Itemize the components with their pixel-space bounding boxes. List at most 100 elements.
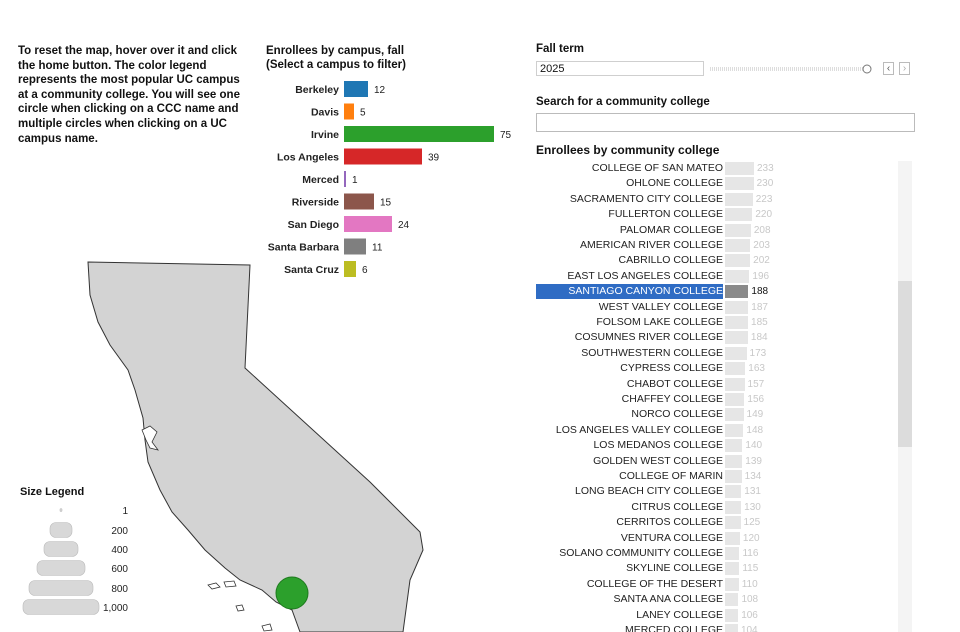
ccc-bar[interactable] — [725, 500, 742, 514]
campus-bar[interactable] — [344, 238, 366, 255]
ccc-row[interactable]: SOLANO COMMUNITY COLLEGE 116 — [536, 546, 900, 561]
ccc-name[interactable]: EAST LOS ANGELES COLLEGE — [567, 269, 723, 282]
ccc-row[interactable]: COLLEGE OF SAN MATEO 233 — [536, 161, 900, 176]
ccc-name[interactable]: PALOMAR COLLEGE — [619, 223, 723, 236]
ccc-bar[interactable] — [725, 377, 745, 391]
ccc-name[interactable]: OHLONE COLLEGE — [626, 177, 723, 190]
ccc-name[interactable]: LANEY COLLEGE — [636, 608, 723, 621]
fall-term-slider[interactable] — [708, 62, 878, 76]
campus-bar[interactable] — [344, 103, 354, 120]
campus-label[interactable]: Merced — [302, 174, 339, 186]
ccc-bar[interactable] — [725, 285, 749, 299]
ccc-row[interactable]: SKYLINE COLLEGE 115 — [536, 561, 900, 576]
ccc-row[interactable]: CABRILLO COLLEGE 202 — [536, 253, 900, 268]
ccc-bar[interactable] — [725, 269, 750, 283]
ccc-bar[interactable] — [725, 439, 743, 453]
fall-term-select[interactable]: 2025 — [536, 61, 704, 76]
ccc-row[interactable]: WEST VALLEY COLLEGE 187 — [536, 300, 900, 315]
ccc-name[interactable]: COLLEGE OF SAN MATEO — [591, 162, 723, 174]
ccc-bar[interactable] — [725, 470, 742, 483]
ccc-name[interactable]: SOUTHWESTERN COLLEGE — [581, 346, 723, 359]
ccc-name[interactable]: COLLEGE OF MARIN — [619, 470, 723, 482]
campus-label[interactable]: Santa Cruz — [284, 264, 339, 276]
ccc-name[interactable]: MERCED COLLEGE — [624, 624, 723, 632]
chevron-right-icon[interactable]: › — [899, 62, 910, 75]
ccc-name[interactable]: COSUMNES RIVER COLLEGE — [574, 331, 723, 344]
ccc-name[interactable]: COLLEGE OF THE DESERT — [586, 577, 723, 590]
ccc-bar[interactable] — [725, 516, 741, 530]
campus-label[interactable]: Irvine — [311, 129, 339, 141]
ccc-row[interactable]: AMERICAN RIVER COLLEGE 203 — [536, 238, 900, 253]
ccc-row[interactable]: SANTA ANA COLLEGE 108 — [536, 592, 900, 607]
ccc-bar[interactable] — [725, 454, 743, 468]
ccc-row[interactable]: COLLEGE OF MARIN 134 — [536, 469, 900, 484]
ccc-bar[interactable] — [725, 208, 753, 222]
ccc-name[interactable]: CHABOT COLLEGE — [626, 377, 723, 390]
ccc-row[interactable]: VENTURA COLLEGE 120 — [536, 531, 900, 546]
campus-bar[interactable] — [344, 193, 374, 210]
campus-label[interactable]: San Diego — [288, 219, 339, 231]
campus-bar[interactable] — [344, 216, 392, 232]
ccc-bar[interactable] — [725, 331, 748, 345]
ccc-name[interactable]: NORCO COLLEGE — [631, 408, 723, 421]
ccc-name[interactable]: AMERICAN RIVER COLLEGE — [580, 239, 723, 251]
ccc-row[interactable]: CERRITOS COLLEGE 125 — [536, 515, 900, 530]
ccc-row[interactable]: NORCO COLLEGE 149 — [536, 407, 900, 422]
ccc-name[interactable]: CYPRESS COLLEGE — [620, 362, 723, 375]
ccc-name[interactable]: SKYLINE COLLEGE — [626, 562, 723, 575]
slider-handle[interactable] — [862, 64, 872, 74]
ccc-name[interactable]: LOS MEDANOS COLLEGE — [593, 439, 723, 452]
ccc-row[interactable]: COSUMNES RIVER COLLEGE 184 — [536, 330, 900, 345]
ccc-row[interactable]: CHABOT COLLEGE 157 — [536, 377, 900, 392]
ccc-row[interactable]: LANEY COLLEGE 106 — [536, 608, 900, 623]
ccc-row[interactable]: EAST LOS ANGELES COLLEGE 196 — [536, 269, 900, 284]
ccc-bar[interactable] — [725, 177, 754, 191]
ccc-bar[interactable] — [725, 547, 740, 560]
ccc-row[interactable]: CYPRESS COLLEGE 163 — [536, 361, 900, 376]
ccc-bar[interactable] — [725, 239, 751, 252]
ccc-scrollbar[interactable] — [898, 161, 912, 632]
ccc-row[interactable]: LONG BEACH CITY COLLEGE 131 — [536, 484, 900, 499]
college-location-marker[interactable] — [275, 576, 309, 610]
ccc-bar[interactable] — [725, 223, 751, 237]
ccc-name[interactable]: CABRILLO COLLEGE — [618, 254, 723, 267]
ccc-bar[interactable] — [725, 562, 740, 576]
campus-label[interactable]: Santa Barbara — [268, 242, 339, 254]
ccc-bar[interactable] — [725, 577, 739, 591]
campus-label[interactable]: Los Angeles — [277, 152, 339, 164]
ccc-name[interactable]: CERRITOS COLLEGE — [616, 516, 723, 529]
ccc-bar-list[interactable]: COLLEGE OF SAN MATEO 233 OHLONE COLLEGE 230… — [536, 161, 900, 632]
ccc-name[interactable]: VENTURA COLLEGE — [620, 531, 723, 544]
ccc-row[interactable]: GOLDEN WEST COLLEGE 139 — [536, 454, 900, 469]
campus-label[interactable]: Davis — [311, 107, 339, 119]
ccc-bar[interactable] — [725, 346, 747, 360]
ccc-scrollbar-thumb[interactable] — [898, 281, 912, 447]
campus-label[interactable]: Riverside — [292, 197, 339, 209]
ccc-row[interactable]: SANTIAGO CANYON COLLEGE 188 — [536, 284, 900, 300]
campus-bar[interactable] — [344, 261, 356, 277]
chevron-left-icon[interactable]: ‹ — [883, 62, 894, 75]
ccc-row[interactable]: LOS ANGELES VALLEY COLLEGE 148 — [536, 423, 900, 438]
ccc-name[interactable]: LONG BEACH CITY COLLEGE — [574, 485, 723, 498]
ccc-row[interactable]: FOLSOM LAKE COLLEGE 185 — [536, 315, 900, 330]
ccc-bar[interactable] — [725, 192, 753, 206]
ccc-name[interactable]: SACRAMENTO CITY COLLEGE — [569, 192, 723, 205]
ccc-name[interactable]: CHAFFEY COLLEGE — [621, 393, 723, 405]
ccc-bar[interactable] — [725, 393, 745, 406]
ccc-bar[interactable] — [725, 608, 739, 622]
campus-bar-chart[interactable]: Berkeley 12 Davis 5 Irvine 75 Los Angeles 39 Mer… — [262, 78, 522, 283]
ccc-bar[interactable] — [725, 300, 749, 314]
campus-bar[interactable] — [344, 81, 368, 97]
ccc-row[interactable]: SOUTHWESTERN COLLEGE 173 — [536, 346, 900, 361]
california-map[interactable] — [0, 250, 520, 632]
ccc-bar[interactable] — [725, 316, 749, 329]
ccc-row[interactable]: SACRAMENTO CITY COLLEGE 223 — [536, 192, 900, 207]
campus-bar[interactable] — [344, 148, 422, 165]
ccc-row[interactable]: COLLEGE OF THE DESERT 110 — [536, 577, 900, 592]
campus-bar[interactable] — [344, 126, 494, 142]
ccc-name[interactable]: SANTIAGO CANYON COLLEGE — [536, 284, 723, 300]
campus-label[interactable]: Berkeley — [295, 84, 339, 96]
ccc-bar[interactable] — [725, 624, 738, 632]
campus-bar[interactable] — [344, 171, 346, 187]
ccc-row[interactable]: FULLERTON COLLEGE 220 — [536, 207, 900, 222]
